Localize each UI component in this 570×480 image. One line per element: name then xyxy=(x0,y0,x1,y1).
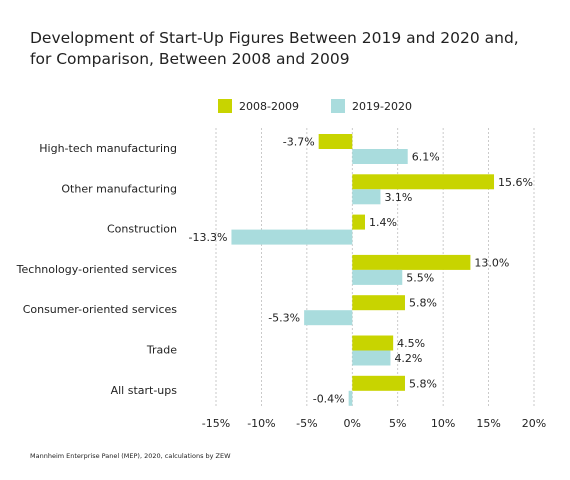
bar-2008-2009-consumer-oriented-services xyxy=(352,295,405,311)
data-label-2019-2020-high-tech-manufacturing: 6.1% xyxy=(412,151,440,164)
data-label-2019-2020-construction: -13.3% xyxy=(189,231,228,244)
x-tick-label-5: 5% xyxy=(389,417,406,430)
bar-2019-2020-technology-oriented-services xyxy=(352,269,403,285)
x-tick-label-10: -10% xyxy=(247,417,275,430)
legend-item-2019-2020: 2019-2020 xyxy=(331,97,412,115)
data-label-2008-2009-trade: 4.5% xyxy=(397,337,425,350)
source-note: Mannheim Enterprise Panel (MEP), 2020, c… xyxy=(30,452,231,460)
data-label-2008-2009-all-start-ups: 5.8% xyxy=(409,377,437,390)
legend-label-2008-2009: 2008-2009 xyxy=(239,99,299,113)
data-label-2019-2020-all-start-ups: -0.4% xyxy=(313,392,345,405)
x-tick-label-5: -5% xyxy=(296,417,317,430)
bar-2019-2020-trade xyxy=(352,350,391,366)
category-label-trade: Trade xyxy=(146,344,177,357)
x-tick-label-15: 15% xyxy=(476,417,500,430)
legend-swatch-2019-2020 xyxy=(331,99,345,113)
bar-2008-2009-trade xyxy=(352,335,394,351)
chart-title-line-2: for Comparison, Between 2008 and 2009 xyxy=(30,50,350,68)
category-label-all-start-ups: All start-ups xyxy=(111,384,178,397)
data-label-2008-2009-consumer-oriented-services: 5.8% xyxy=(409,297,437,310)
legend-swatch-2008-2009 xyxy=(218,99,232,113)
category-label-construction: Construction xyxy=(107,223,177,236)
category-label-high-tech-manufacturing: High-tech manufacturing xyxy=(39,142,177,155)
bar-2019-2020-construction xyxy=(231,229,353,245)
x-tick-label-20: 20% xyxy=(522,417,546,430)
bar-2019-2020-consumer-oriented-services xyxy=(304,310,353,326)
data-label-2008-2009-other-manufacturing: 15.6% xyxy=(498,176,533,189)
bar-2019-2020-other-manufacturing xyxy=(352,189,381,205)
x-tick-label-10: 10% xyxy=(431,417,455,430)
bar-2008-2009-high-tech-manufacturing xyxy=(318,134,353,149)
bar-2008-2009-other-manufacturing xyxy=(352,174,495,190)
legend-label-2019-2020: 2019-2020 xyxy=(352,99,412,113)
data-label-2019-2020-other-manufacturing: 3.1% xyxy=(384,191,412,204)
bar-2008-2009-technology-oriented-services xyxy=(352,254,471,270)
data-label-2008-2009-technology-oriented-services: 13.0% xyxy=(474,256,509,269)
data-label-2019-2020-consumer-oriented-services: -5.3% xyxy=(268,312,300,325)
data-label-2008-2009-high-tech-manufacturing: -3.7% xyxy=(283,136,315,149)
chart-legend: 2008-2009 2019-2020 xyxy=(0,97,570,115)
data-label-2019-2020-trade: 4.2% xyxy=(394,352,422,365)
legend-item-2008-2009: 2008-2009 xyxy=(218,97,299,115)
chart-title: Development of Start-Up Figures Between … xyxy=(30,28,550,70)
bar-2019-2020-all-start-ups xyxy=(348,390,353,406)
x-tick-label-0: 0% xyxy=(344,417,361,430)
bar-2019-2020-high-tech-manufacturing xyxy=(352,149,408,164)
category-label-consumer-oriented-services: Consumer-oriented services xyxy=(23,303,178,316)
category-label-technology-oriented-services: Technology-oriented services xyxy=(16,263,178,276)
bar-2008-2009-construction xyxy=(352,214,366,230)
category-label-other-manufacturing: Other manufacturing xyxy=(61,182,177,195)
data-label-2008-2009-construction: 1.4% xyxy=(369,216,397,229)
chart-title-line-1: Development of Start-Up Figures Between … xyxy=(30,29,519,47)
data-label-2019-2020-technology-oriented-services: 5.5% xyxy=(406,271,434,284)
x-tick-label-15: -15% xyxy=(202,417,230,430)
bar-2008-2009-all-start-ups xyxy=(352,375,405,391)
